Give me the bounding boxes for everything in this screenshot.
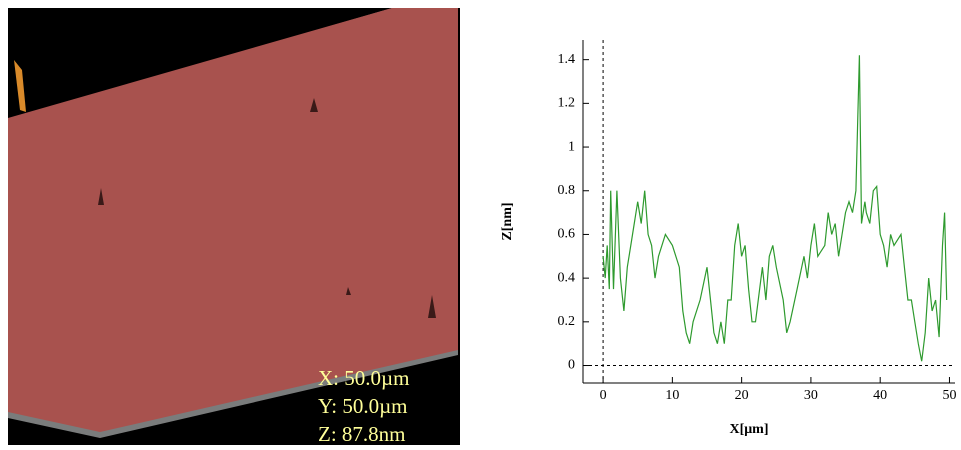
x-tick-label: 40 [873, 388, 887, 403]
data-line [602, 55, 948, 362]
afm-label: Y: 50.0µm [318, 394, 408, 418]
x-tick-label: 0 [600, 388, 607, 403]
y-axis-label: Z[nm] [500, 202, 515, 240]
x-tick-label: 10 [665, 388, 679, 403]
afm-peak [14, 60, 26, 112]
x-tick-label: 30 [804, 388, 818, 403]
x-axis-label: X[μm] [729, 422, 768, 437]
afm-label: X: 50.0µm [318, 366, 409, 390]
y-tick-label: 0 [568, 358, 575, 373]
y-tick-label: 0.4 [558, 270, 576, 285]
afm-image: X: 50.0µm Y: 50.0µm Z: 87.8nm [8, 8, 460, 446]
x-tick-label: 50 [942, 388, 956, 403]
y-tick-label: 1.2 [558, 96, 576, 111]
y-tick-label: 1 [568, 139, 575, 154]
y-tick-label: 0.6 [558, 227, 576, 242]
afm-label: Z: 87.8nm [318, 422, 406, 446]
y-tick-label: 0.8 [558, 183, 576, 198]
afm-surface [8, 8, 458, 432]
chart: 0 0.2 0.4 0.6 0.8 1 1.2 1.4 0 10 20 30 40 50 X[μm] Z[nm… [500, 40, 956, 437]
x-tick-label: 20 [735, 388, 749, 403]
y-tick-label: 0.2 [558, 314, 576, 329]
y-tick-label: 1.4 [558, 52, 576, 67]
